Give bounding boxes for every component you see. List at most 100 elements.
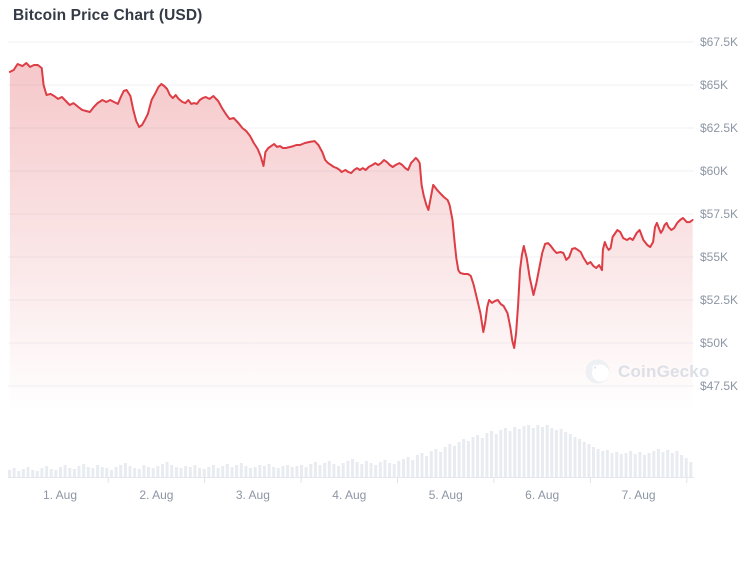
volume-bar xyxy=(508,431,512,477)
volume-bar xyxy=(211,465,215,477)
volume-bar xyxy=(351,459,354,477)
chart-title: Bitcoin Price Chart (USD) xyxy=(13,7,203,24)
coingecko-gecko-icon xyxy=(585,359,610,384)
y-axis-label: $65K xyxy=(700,78,729,92)
volume-bar xyxy=(402,459,405,477)
volume-bar xyxy=(170,465,174,477)
volume-bars xyxy=(8,425,693,477)
y-axis-label: $50K xyxy=(700,336,729,350)
volume-bar xyxy=(128,466,132,477)
volume-bar xyxy=(666,450,670,477)
volume-bar xyxy=(337,466,341,477)
volume-bar xyxy=(346,461,350,477)
volume-bar xyxy=(295,466,299,477)
volume-bar xyxy=(476,435,480,477)
x-axis-label: 1. Aug xyxy=(42,488,78,502)
volume-bar xyxy=(221,466,225,477)
volume-bar xyxy=(656,449,660,477)
y-axis-label: $67.5K xyxy=(700,35,739,49)
volume-bar xyxy=(592,447,595,477)
x-axis-label: 5. Aug xyxy=(428,488,463,502)
volume-bar xyxy=(230,467,234,477)
y-axis-label: $62.5K xyxy=(700,121,739,135)
volume-bar xyxy=(21,469,25,477)
x-axis-label: 6. Aug xyxy=(525,488,560,502)
volume-bar xyxy=(457,442,461,477)
volume-bar xyxy=(420,453,424,477)
volume-bar xyxy=(184,466,188,477)
volume-bar xyxy=(661,452,665,477)
volume-bar xyxy=(119,465,123,477)
volume-bar xyxy=(137,469,141,477)
volume-bar xyxy=(105,468,109,477)
volume-bar xyxy=(369,463,373,477)
volume-bar xyxy=(527,425,531,477)
volume-bar xyxy=(96,465,100,477)
volume-bar xyxy=(578,439,582,477)
volume-bar xyxy=(675,451,679,477)
volume-bar xyxy=(619,454,623,477)
volume-bar xyxy=(323,463,327,477)
volume-bar xyxy=(480,438,484,477)
x-axis-label: 7. Aug xyxy=(621,488,656,502)
volume-bar xyxy=(443,447,447,477)
volume-bar xyxy=(110,470,113,477)
y-axis-label: $55K xyxy=(700,250,729,264)
volume-bar xyxy=(638,452,642,477)
volume-bar xyxy=(434,449,438,477)
volume-bar xyxy=(624,453,628,477)
volume-bar xyxy=(647,453,651,477)
volume-bar xyxy=(466,441,470,477)
volume-bar xyxy=(151,468,155,477)
volume-bar xyxy=(355,462,359,477)
volume-bar xyxy=(397,461,401,477)
volume-bar xyxy=(605,450,609,477)
volume-bar xyxy=(202,469,206,477)
volume-bar xyxy=(49,469,53,477)
volume-bar xyxy=(156,466,160,477)
volume-bar xyxy=(216,468,220,477)
volume-bar xyxy=(564,432,568,477)
y-axis-label: $57.5K xyxy=(700,207,739,221)
volume-bar xyxy=(68,468,72,477)
volume-bar xyxy=(91,468,95,477)
volume-bar xyxy=(290,467,294,477)
volume-bar xyxy=(587,444,591,477)
volume-bar xyxy=(276,468,280,477)
volume-bar xyxy=(179,468,183,477)
volume-bar xyxy=(45,466,49,477)
x-axis-label: 4. Aug xyxy=(332,488,367,502)
volume-bar xyxy=(485,433,489,477)
volume-bar xyxy=(313,462,317,477)
volume-bar xyxy=(453,446,456,477)
x-axis-label: 2. Aug xyxy=(139,488,174,502)
volume-bar xyxy=(8,470,11,477)
volume-bar xyxy=(601,451,605,477)
volume-bar xyxy=(536,425,540,477)
volume-bar xyxy=(596,449,600,477)
volume-bar xyxy=(235,465,239,477)
volume-bar xyxy=(643,455,646,477)
volume-bar xyxy=(610,453,614,477)
volume-bar xyxy=(360,464,364,477)
volume-bar xyxy=(300,465,303,477)
volume-bar xyxy=(406,457,410,477)
y-axis-label: $60K xyxy=(700,164,729,178)
volume-bar xyxy=(531,428,535,477)
volume-bar xyxy=(318,465,322,477)
volume-bar xyxy=(568,434,572,477)
volume-bar xyxy=(462,439,466,477)
volume-bar xyxy=(142,465,146,477)
volume-bar xyxy=(272,467,276,477)
volume-bar xyxy=(411,460,415,477)
volume-bar xyxy=(633,454,637,477)
volume-bar xyxy=(239,463,243,477)
volume-bar xyxy=(388,463,392,477)
volume-bar xyxy=(545,425,549,477)
volume-bar xyxy=(258,465,262,477)
volume-bar xyxy=(494,434,498,477)
volume-bar xyxy=(541,427,544,477)
volume-bar xyxy=(309,464,313,477)
volume-bar xyxy=(63,465,67,477)
